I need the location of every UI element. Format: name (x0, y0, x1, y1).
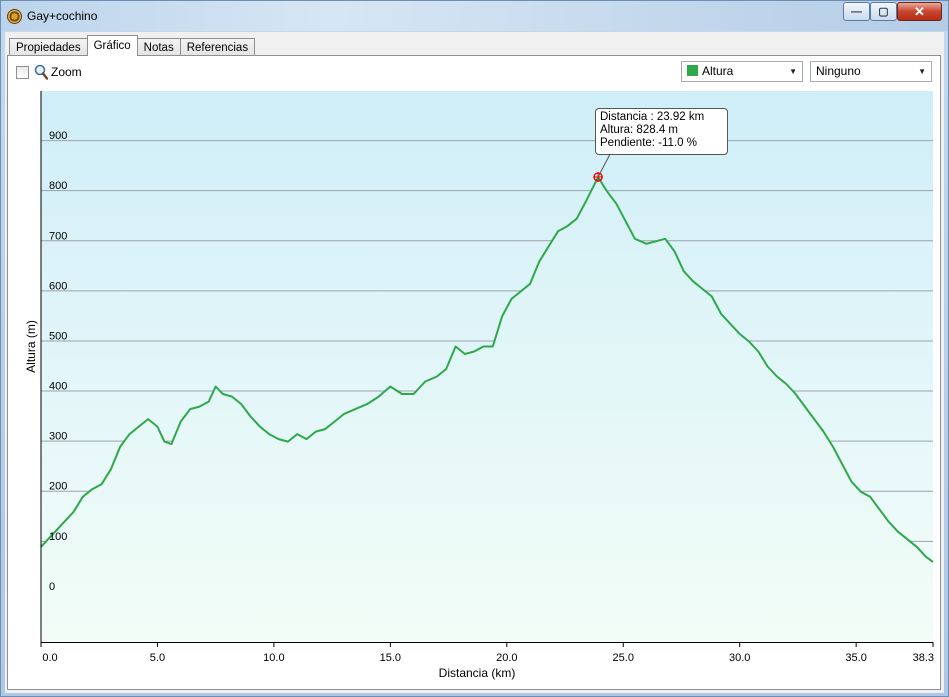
chart-panel: Zoom Altura ▼ Ninguno ▼ (7, 55, 941, 690)
secondary-dropdown-value: Ninguno (816, 64, 861, 78)
tooltip-distance: Distancia : 23.92 km (600, 111, 705, 123)
minimize-button[interactable]: — (843, 2, 870, 21)
zoom-label: Zoom (51, 65, 82, 79)
y-tick-label: 600 (49, 280, 67, 292)
tab-propiedades[interactable]: Propiedades (9, 38, 88, 56)
y-tick-label: 700 (49, 230, 67, 242)
zoom-checkbox[interactable] (16, 66, 29, 79)
x-tick-label: 38.3 (913, 652, 934, 664)
close-button[interactable]: ✕ (897, 2, 942, 21)
x-axis-label: Distancia (km) (439, 666, 516, 680)
app-icon (7, 9, 22, 24)
y-tick-label: 400 (49, 381, 67, 393)
y-tick-label: 900 (49, 130, 67, 142)
series-dropdown[interactable]: Altura ▼ (681, 61, 803, 82)
tab-grafico[interactable]: Gráfico (86, 35, 138, 56)
tab-notas[interactable]: Notas (136, 38, 181, 56)
y-tick-labels: 0 100 200 300 400 500 600 700 800 900 (49, 130, 67, 593)
elevation-chart[interactable]: 0 100 200 300 400 500 600 700 800 900 0.0 5.0 10.0 1… (8, 56, 940, 689)
position-marker-icon (593, 171, 604, 182)
chart-axes (40, 91, 934, 647)
title-bar[interactable]: Gay+cochino — ▢ ✕ (1, 1, 948, 31)
series-color-swatch (687, 65, 698, 76)
x-tick-label: 0.0 (42, 652, 57, 664)
magnifier-icon (34, 64, 48, 80)
elevation-area (41, 177, 933, 642)
maximize-button[interactable]: ▢ (870, 2, 897, 21)
tooltip-altitude: Altura: 828.4 m (600, 124, 678, 136)
window-controls: — ▢ ✕ (843, 2, 942, 21)
tab-strip: Propiedades Gráfico Notas Referencias (9, 35, 256, 56)
tab-referencias[interactable]: Referencias (179, 38, 256, 56)
x-tick-label: 25.0 (613, 652, 634, 664)
x-tick-label: 15.0 (380, 652, 401, 664)
tooltip-slope: Pendiente: -11.0 % (600, 137, 697, 149)
chevron-down-icon: ▼ (918, 67, 926, 76)
window-title: Gay+cochino (27, 9, 98, 23)
y-tick-label: 100 (49, 531, 67, 543)
y-tick-label: 500 (49, 330, 67, 342)
elevation-line (40, 176, 934, 563)
x-tick-label: 20.0 (496, 652, 517, 664)
point-tooltip: Distancia : 23.92 km Altura: 828.4 m Pen… (595, 108, 728, 155)
x-tick-label: 35.0 (845, 652, 866, 664)
series-dropdown-value: Altura (702, 64, 734, 78)
client-area: Propiedades Gráfico Notas Referencias Zo… (5, 32, 944, 693)
secondary-dropdown[interactable]: Ninguno ▼ (810, 61, 932, 82)
y-tick-label: 0 (49, 581, 55, 593)
x-tick-label: 10.0 (263, 652, 284, 664)
chevron-down-icon: ▼ (789, 67, 797, 76)
y-axis-label: Altura (m) (24, 320, 38, 373)
y-tick-label: 800 (49, 180, 67, 192)
x-tick-labels: 0.0 5.0 10.0 15.0 20.0 25.0 30.0 35.0 38.3 (42, 652, 934, 664)
x-tick-label: 30.0 (729, 652, 750, 664)
y-tick-label: 300 (49, 431, 67, 443)
y-tick-label: 200 (49, 481, 67, 493)
x-tick-label: 5.0 (150, 652, 165, 664)
